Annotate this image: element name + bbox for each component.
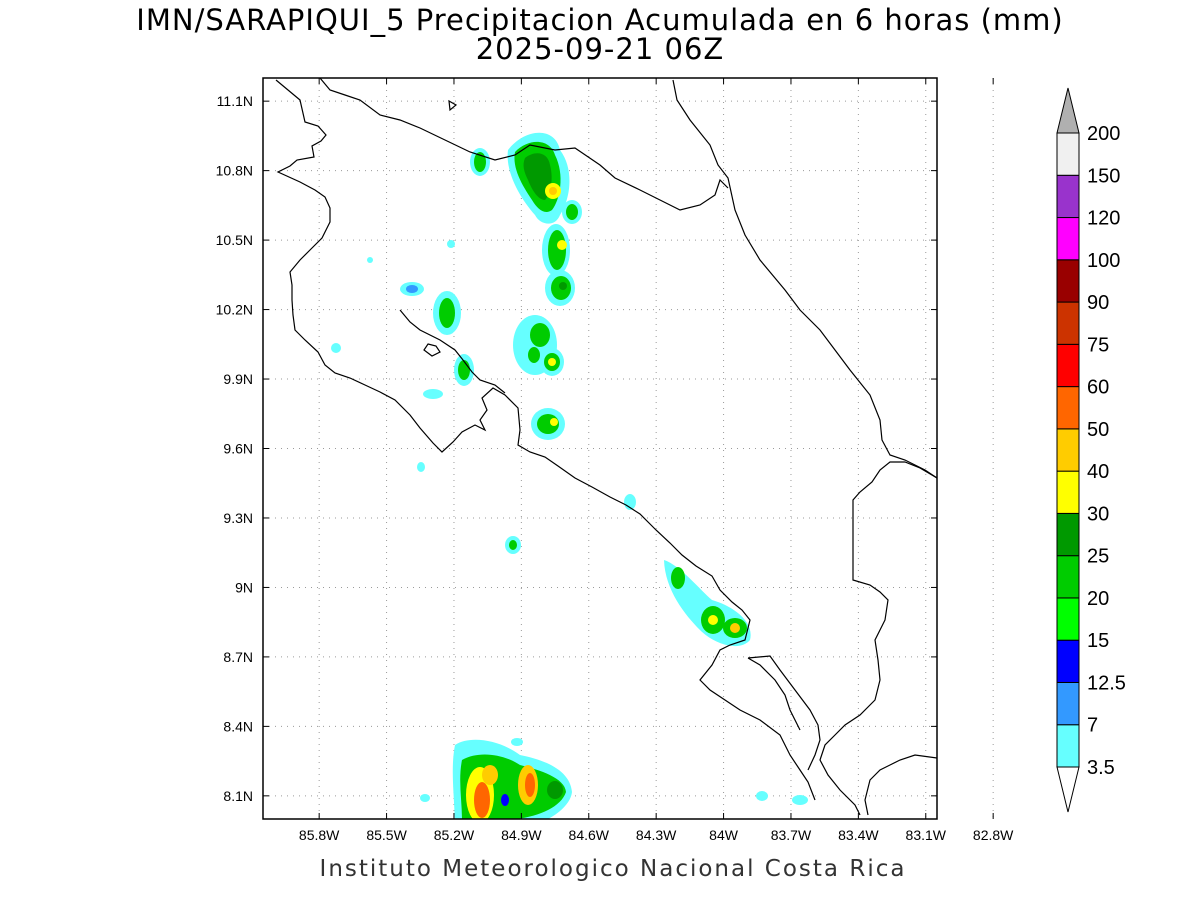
- colorbar-label: 60: [1087, 377, 1109, 399]
- colorbar-swatch: [1056, 724, 1080, 768]
- y-tick-label: 8.4N: [223, 718, 253, 734]
- y-tick-label: 9N: [235, 579, 253, 595]
- rain-cell-south-pacific: [664, 560, 751, 647]
- precipitation-field: [275, 78, 937, 819]
- colorbar-label: 30: [1087, 503, 1109, 525]
- x-tick-label: 83.1W: [906, 827, 947, 843]
- rain-cell-north-small: [470, 148, 490, 176]
- colorbar-label: 90: [1087, 292, 1109, 314]
- colorbar-swatch: [1056, 639, 1080, 683]
- colorbar-label: 50: [1087, 419, 1109, 441]
- colorbar-swatch: [1056, 597, 1080, 641]
- x-tick-label: 85.8W: [299, 827, 340, 843]
- colorbar-swatch: [1056, 428, 1080, 472]
- x-tick-label: 83.7W: [771, 827, 812, 843]
- y-tick-label: 10.5N: [216, 232, 253, 248]
- colorbar-swatch: [1056, 512, 1080, 557]
- colorbar-swatch: [1056, 555, 1080, 599]
- colorbar-label: 20: [1087, 588, 1109, 610]
- x-tick-label: 84W: [709, 827, 739, 843]
- y-tick-label: 10.8N: [216, 163, 253, 179]
- rain-cell-column: [513, 200, 582, 440]
- chart-subtitle-datetime: 2025-09-21 06Z: [475, 32, 725, 66]
- colorbar-swatch: [1056, 343, 1080, 388]
- y-tick-label: 10.2N: [216, 302, 253, 318]
- colorbar-swatch: [1056, 132, 1080, 176]
- colorbar-legend: 3.5 7 12.5 15 20 25 30 40 50 60 75 90 100 120 150 200: [1056, 87, 1126, 813]
- x-tick-label: 84.3W: [636, 827, 677, 843]
- colorbar-swatch: [1056, 174, 1080, 219]
- y-tick-label: 8.7N: [223, 649, 253, 665]
- y-axis-ticks: 8.1N 8.4N 8.7N 9N 9.3N 9.6N 9.9N 10.2N 10.5N 10.8…: [216, 93, 937, 804]
- colorbar-label: 40: [1087, 461, 1109, 483]
- rain-cell-north-band: [507, 132, 570, 224]
- colorbar-label: 3.5: [1087, 757, 1115, 779]
- colorbar-swatch: [1056, 681, 1080, 726]
- colorbar-label: 12.5: [1087, 672, 1126, 694]
- colorbar-swatch: [1056, 386, 1080, 430]
- y-tick-label: 11.1N: [217, 93, 253, 109]
- y-tick-label: 8.1N: [223, 788, 253, 804]
- colorbar-swatch: [1056, 259, 1080, 303]
- y-tick-label: 9.6N: [223, 441, 253, 457]
- colorbar-label: 15: [1087, 630, 1109, 652]
- rain-cell-west: [331, 240, 474, 472]
- x-tick-label: 83.4W: [838, 827, 879, 843]
- colorbar-swatch: [1056, 470, 1080, 514]
- colorbar-label: 120: [1087, 208, 1120, 230]
- colorbar-over-triangle: [1056, 87, 1080, 134]
- y-tick-label: 9.3N: [223, 510, 253, 526]
- rain-cell-south-ocean: [420, 738, 808, 819]
- grid-lines: [263, 78, 994, 819]
- colorbar-label: 100: [1087, 250, 1120, 272]
- colorbar-swatch: [1056, 301, 1080, 345]
- y-tick-label: 9.9N: [223, 371, 253, 387]
- chart-title: IMN/SARAPIQUI_5 Precipitacion Acumulada …: [136, 3, 1064, 37]
- x-tick-label: 84.9W: [501, 827, 542, 843]
- colorbar-label: 200: [1087, 123, 1120, 145]
- x-tick-label: 85.2W: [434, 827, 475, 843]
- x-tick-label: 82.8W: [973, 827, 1014, 843]
- colorbar-under-triangle: [1056, 766, 1080, 813]
- colorbar-label: 7: [1087, 715, 1098, 737]
- colorbar-label: 75: [1087, 334, 1109, 356]
- footer-credit: Instituto Meteorologico Nacional Costa R…: [319, 856, 907, 882]
- coastline-outline: [275, 78, 937, 816]
- colorbar-label: 150: [1087, 165, 1120, 187]
- colorbar-label: 25: [1087, 546, 1109, 568]
- x-tick-label: 84.6W: [569, 827, 610, 843]
- colorbar-swatch: [1056, 217, 1080, 261]
- x-axis-ticks: 85.8W 85.5W 85.2W 84.9W 84.6W 84.3W 84W 83.7W 83…: [299, 78, 1014, 843]
- x-tick-label: 85.5W: [366, 827, 407, 843]
